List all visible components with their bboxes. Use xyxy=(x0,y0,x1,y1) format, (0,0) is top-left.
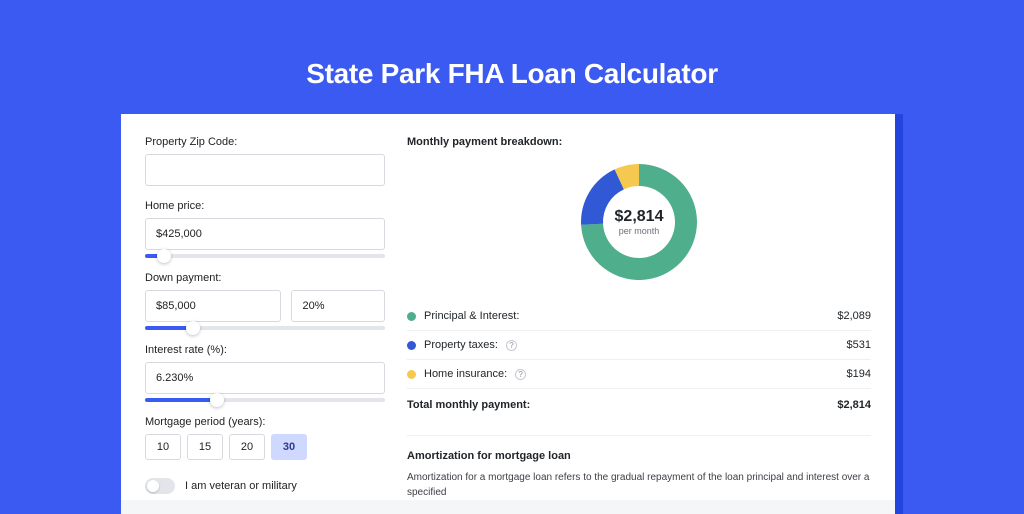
period-row: Mortgage period (years): 10152030 xyxy=(145,416,385,460)
rate-slider[interactable] xyxy=(145,398,385,402)
zip-label: Property Zip Code: xyxy=(145,136,385,148)
legend-row: Property taxes:? $531 xyxy=(407,331,871,360)
rate-slider-thumb[interactable] xyxy=(210,393,224,407)
legend-row: Home insurance:? $194 xyxy=(407,360,871,388)
legend-row: Principal & Interest: $2,089 xyxy=(407,302,871,331)
legend-label: Principal & Interest: xyxy=(424,310,519,322)
down-slider[interactable] xyxy=(145,326,385,330)
zip-input[interactable] xyxy=(145,154,385,186)
amortization-title: Amortization for mortgage loan xyxy=(407,450,871,462)
calculator-card: Property Zip Code: Home price: Down paym… xyxy=(121,114,895,500)
donut-center: $2,814 per month xyxy=(579,162,699,282)
donut-total-value: $2,814 xyxy=(615,208,664,226)
price-slider-thumb[interactable] xyxy=(157,249,171,263)
legend-value: $531 xyxy=(847,339,871,351)
veteran-label: I am veteran or military xyxy=(185,480,297,492)
legend-value: $2,089 xyxy=(837,310,871,322)
donut-chart: $2,814 per month xyxy=(579,162,699,282)
legend-value: $194 xyxy=(847,368,871,380)
rate-label: Interest rate (%): xyxy=(145,344,385,356)
price-row: Home price: xyxy=(145,200,385,258)
period-option-20[interactable]: 20 xyxy=(229,434,265,460)
period-option-10[interactable]: 10 xyxy=(145,434,181,460)
price-label: Home price: xyxy=(145,200,385,212)
breakdown-column: Monthly payment breakdown: $2,814 per mo… xyxy=(407,136,871,500)
info-icon[interactable]: ? xyxy=(506,340,517,351)
donut-total-sub: per month xyxy=(619,226,660,236)
down-label: Down payment: xyxy=(145,272,385,284)
zip-row: Property Zip Code: xyxy=(145,136,385,186)
down-slider-thumb[interactable] xyxy=(186,321,200,335)
price-input[interactable] xyxy=(145,218,385,250)
total-row: Total monthly payment: $2,814 xyxy=(407,388,871,425)
down-pct-input[interactable] xyxy=(291,290,385,322)
period-option-30[interactable]: 30 xyxy=(271,434,307,460)
legend-label: Property taxes: xyxy=(424,339,498,351)
info-icon[interactable]: ? xyxy=(515,369,526,380)
down-row: Down payment: xyxy=(145,272,385,330)
calculator-stage: Property Zip Code: Home price: Down paym… xyxy=(121,114,903,514)
down-amount-input[interactable] xyxy=(145,290,281,322)
period-option-15[interactable]: 15 xyxy=(187,434,223,460)
legend: Principal & Interest: $2,089 Property taxe… xyxy=(407,302,871,388)
amortization-text: Amortization for a mortgage loan refers … xyxy=(407,470,871,500)
price-slider[interactable] xyxy=(145,254,385,258)
amortization-section: Amortization for mortgage loan Amortizat… xyxy=(407,435,871,500)
total-value: $2,814 xyxy=(837,399,871,411)
page-title: State Park FHA Loan Calculator xyxy=(0,0,1024,114)
breakdown-title: Monthly payment breakdown: xyxy=(407,136,871,148)
form-column: Property Zip Code: Home price: Down paym… xyxy=(145,136,385,500)
rate-input[interactable] xyxy=(145,362,385,394)
total-label: Total monthly payment: xyxy=(407,399,530,411)
legend-dot xyxy=(407,370,416,379)
rate-row: Interest rate (%): xyxy=(145,344,385,402)
period-segmented: 10152030 xyxy=(145,434,385,460)
period-label: Mortgage period (years): xyxy=(145,416,385,428)
veteran-toggle[interactable] xyxy=(145,478,175,494)
legend-dot xyxy=(407,312,416,321)
donut-chart-wrap: $2,814 per month xyxy=(407,158,871,302)
legend-dot xyxy=(407,341,416,350)
legend-label: Home insurance: xyxy=(424,368,507,380)
veteran-row: I am veteran or military xyxy=(145,478,385,494)
veteran-toggle-knob xyxy=(147,480,159,492)
